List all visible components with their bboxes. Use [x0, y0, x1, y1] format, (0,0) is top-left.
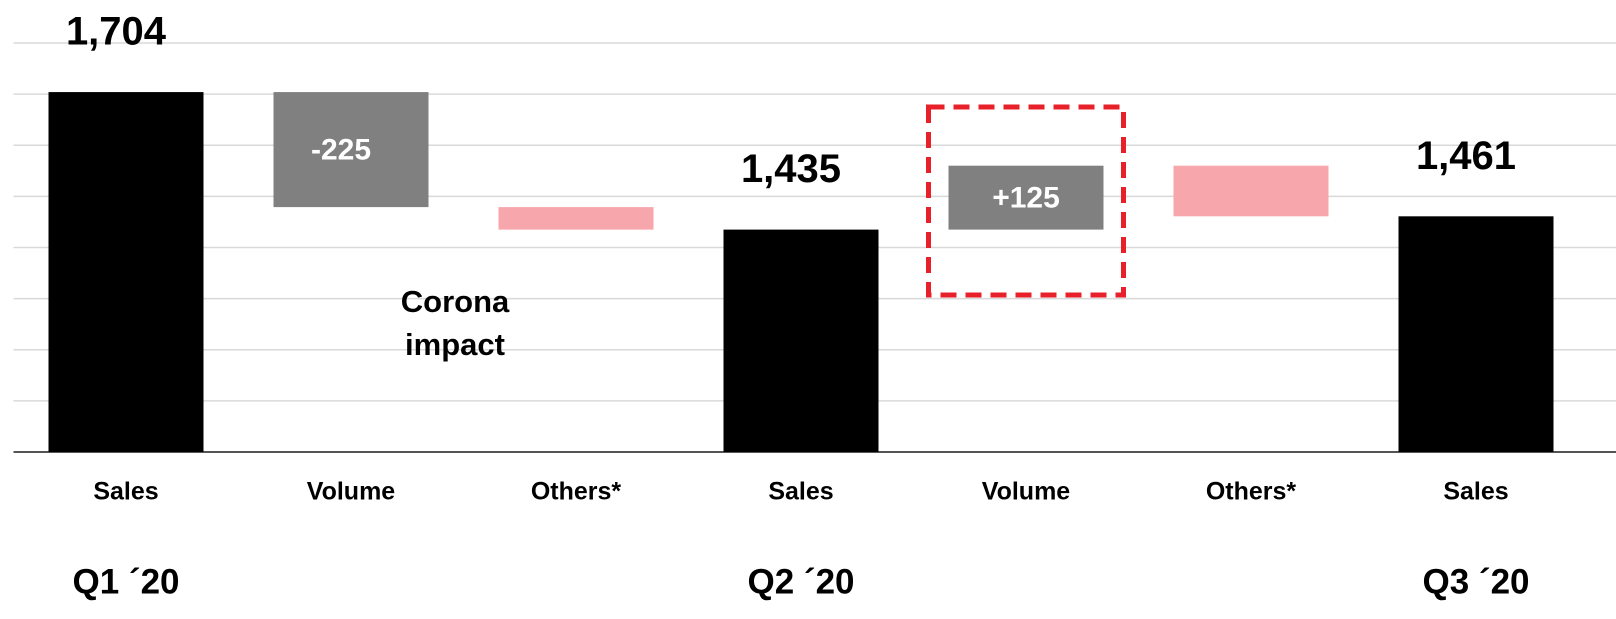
value-label: +125 — [992, 182, 1060, 215]
period-label: Q3 ´20 — [1423, 562, 1530, 601]
annotation: Corona impact — [400, 284, 510, 362]
value-label: 1,704 — [66, 10, 167, 54]
value-label: -225 — [311, 134, 371, 167]
bar — [498, 207, 654, 230]
bar — [48, 92, 204, 452]
x-tick-label: Sales — [768, 478, 833, 506]
value-label: 1,461 — [1416, 134, 1516, 178]
bar — [1173, 165, 1329, 217]
bar — [273, 92, 429, 208]
bar — [948, 165, 1104, 230]
x-tick-label: Volume — [307, 478, 396, 506]
bar — [723, 229, 879, 452]
value-label: 1,435 — [741, 147, 841, 191]
x-tick-label: Others* — [1206, 478, 1297, 506]
highlight-box — [926, 104, 1126, 298]
x-tick-label: Sales — [1443, 478, 1508, 506]
x-tick-label: Sales — [93, 478, 158, 506]
x-tick-label: Volume — [982, 478, 1071, 506]
bar — [1398, 216, 1554, 452]
x-tick-label: Others* — [531, 478, 622, 506]
period-label: Q1 ´20 — [73, 562, 180, 601]
period-label: Q2 ´20 — [748, 562, 855, 601]
